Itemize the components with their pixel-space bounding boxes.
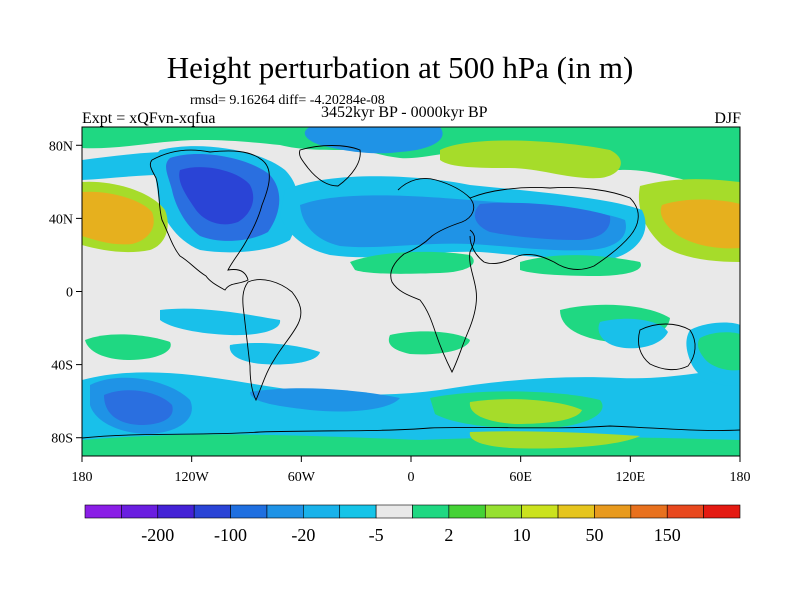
south-pacific-dark-blue	[104, 390, 173, 425]
sh-subtropical-cyan-pacific	[160, 308, 281, 336]
pacific-orange-west	[82, 191, 154, 245]
period-label: 3452kyr BP - 0000kyr BP	[321, 104, 488, 121]
lon-tick-label: 180	[72, 470, 93, 485]
colorbar-swatch	[230, 504, 268, 519]
sh-subtropical-cyan-atlantic	[229, 342, 320, 365]
lon-tick-label: 60E	[509, 470, 532, 485]
sh-australia-green	[697, 332, 740, 371]
coastlines	[82, 145, 740, 439]
southern-ocean-yellow	[469, 399, 582, 424]
asia-coast	[469, 187, 639, 270]
colorbar-swatch	[703, 504, 741, 519]
colorbar-label: -100	[214, 525, 247, 545]
colorbar: -200 -100 -20 -5 2 10 50 150	[84, 504, 741, 545]
europe-africa-coast	[390, 178, 477, 374]
lat-tick-label: 40S	[51, 359, 73, 374]
height-perturbation-field	[82, 127, 740, 456]
colorbar-label: 2	[444, 525, 453, 545]
colorbar-swatch	[157, 504, 195, 519]
experiment-label: Expt = xQFvn-xqfua	[82, 110, 216, 127]
latitude-axis: 80N 40N 0 40S 80S	[49, 139, 82, 447]
lon-tick-label: 180	[730, 470, 751, 485]
lon-tick-label: 120W	[175, 470, 210, 485]
lon-tick-label: 0	[408, 470, 415, 485]
colorbar-swatch	[121, 504, 159, 519]
lat-tick-label: 80S	[51, 432, 73, 447]
colorbar-swatch	[448, 504, 486, 519]
antarctica-coast	[82, 425, 740, 439]
sh-subtropical-green-pacific	[85, 334, 171, 360]
europe-dark-blue	[474, 202, 611, 240]
pacific-orange-east	[660, 199, 740, 249]
colorbar-swatch	[521, 504, 559, 519]
colorbar-swatch	[375, 504, 413, 519]
north-america-dark-blue	[179, 167, 254, 225]
colorbar-swatch	[594, 504, 632, 519]
north-america-coast	[149, 149, 270, 291]
lon-tick-label: 60W	[288, 470, 316, 485]
south-america-coast	[242, 279, 302, 402]
longitude-axis: 180 120W 60W 0 60E 120E 180	[72, 456, 751, 485]
sh-subtropical-green-atlantic	[388, 331, 470, 355]
colorbar-swatch	[630, 504, 668, 519]
colorbar-swatch	[266, 504, 304, 519]
colorbar-label: -5	[369, 525, 384, 545]
colorbar-label: 150	[654, 525, 681, 545]
lat-tick-label: 80N	[49, 139, 73, 154]
antarctic-yellow-green	[469, 431, 640, 449]
colorbar-label: 50	[585, 525, 603, 545]
colorbar-swatch	[412, 504, 450, 519]
colorbar-swatch	[339, 504, 377, 519]
australia-coast	[638, 323, 696, 371]
arctic-yellow-green	[440, 140, 621, 179]
colorbar-label: -200	[141, 525, 174, 545]
greenland-blue	[304, 127, 443, 154]
greenland-coast	[299, 145, 361, 187]
colorbar-swatch	[666, 504, 704, 519]
subtropical-green-atlantic	[350, 251, 474, 274]
colorbar-swatch	[557, 504, 595, 519]
colorbar-label: 10	[513, 525, 531, 545]
colorbar-swatch	[193, 504, 231, 519]
arctic-band	[82, 127, 740, 187]
plot-title: Height perturbation at 500 hPa (in m)	[166, 50, 634, 85]
colorbar-swatch	[84, 504, 122, 519]
lat-tick-label: 40N	[49, 212, 73, 227]
colorbar-swatch	[303, 504, 341, 519]
south-atlantic-blue	[250, 388, 400, 412]
lon-tick-label: 120E	[616, 470, 646, 485]
colorbar-swatch	[484, 504, 522, 519]
stats-label: rmsd= 9.16264 diff= -4.20284e-08	[190, 93, 385, 108]
lat-tick-label: 0	[66, 286, 73, 301]
season-label: DJF	[714, 110, 741, 127]
colorbar-label: -20	[291, 525, 315, 545]
